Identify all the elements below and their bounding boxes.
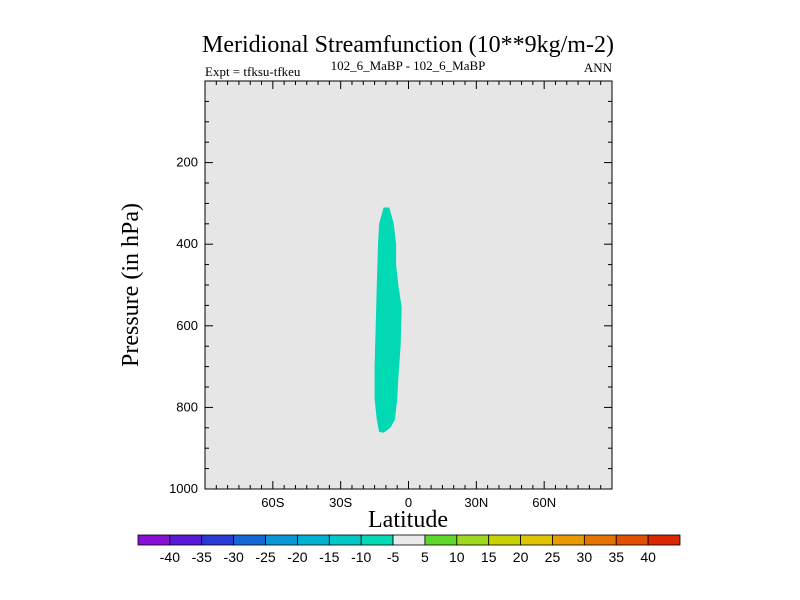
left-subtitle: Expt = tfksu-tfkeu: [205, 64, 301, 79]
x-tick-label: 60S: [261, 495, 284, 510]
y-axis: 200 400 600 800 1000: [169, 100, 612, 496]
colorbar-label: -15: [319, 549, 339, 565]
colorbar: -40 -35 -30 -25 -20 -15 -10 -5 5 10 15 20 25 30 35 40: [137, 534, 681, 565]
colorbar-box: [392, 534, 426, 546]
colorbar-label: 5: [421, 549, 429, 565]
x-axis-label: Latitude: [368, 507, 448, 533]
colorbar-label: -25: [255, 549, 275, 565]
colorbar-label: 10: [449, 549, 465, 565]
colorbar-label: -40: [160, 549, 180, 565]
colorbar-box: [233, 534, 266, 546]
colorbar-box: [201, 534, 235, 546]
colorbar-box: [488, 534, 521, 546]
x-tick-label: 60N: [532, 495, 556, 510]
colorbar-box: [265, 534, 298, 546]
colorbar-label: 35: [608, 549, 624, 565]
colorbar-label: -30: [224, 549, 244, 565]
y-tick-label: 1000: [169, 481, 198, 496]
colorbar-label: 15: [481, 549, 497, 565]
colorbar-box: [169, 534, 203, 546]
colorbar-box: [360, 534, 394, 546]
plot-area: [205, 81, 612, 489]
colorbar-label: -5: [387, 549, 400, 565]
colorbar-box: [552, 534, 585, 546]
y-axis-label: Pressure (in hPa): [118, 203, 144, 367]
y-tick-label: 800: [176, 399, 198, 414]
x-tick-label: 0: [405, 495, 412, 510]
colorbar-box: [297, 534, 330, 546]
colorbar-box: [520, 534, 553, 546]
colorbar-label: -35: [192, 549, 212, 565]
colorbar-box: [456, 534, 490, 546]
colorbar-label: -10: [351, 549, 371, 565]
y-tick-label: 400: [176, 236, 198, 251]
colorbar-label: 30: [577, 549, 593, 565]
colorbar-label: 25: [545, 549, 561, 565]
x-axis: 60S 30S 0 30N 60N: [215, 81, 602, 510]
right-subtitle: ANN: [584, 60, 613, 75]
colorbar-label: -20: [287, 549, 307, 565]
x-tick-label: 30N: [464, 495, 488, 510]
colorbar-label: 40: [640, 549, 656, 565]
y-tick-label: 200: [176, 155, 198, 170]
colorbar-box: [137, 534, 171, 546]
center-subtitle: 102_6_MaBP - 102_6_MaBP: [331, 58, 486, 73]
colorbar-box: [424, 534, 458, 546]
colorbar-box: [615, 534, 649, 546]
chart-title: Meridional Streamfunction (10**9kg/m-2): [202, 32, 614, 58]
contour-region-neg5-to-neg10: [374, 207, 402, 433]
colorbar-box: [583, 534, 617, 546]
y-tick-label: 600: [176, 318, 198, 333]
colorbar-box: [328, 534, 362, 546]
colorbar-box: [647, 534, 681, 546]
colorbar-label: 20: [513, 549, 529, 565]
x-tick-label: 30S: [329, 495, 352, 510]
